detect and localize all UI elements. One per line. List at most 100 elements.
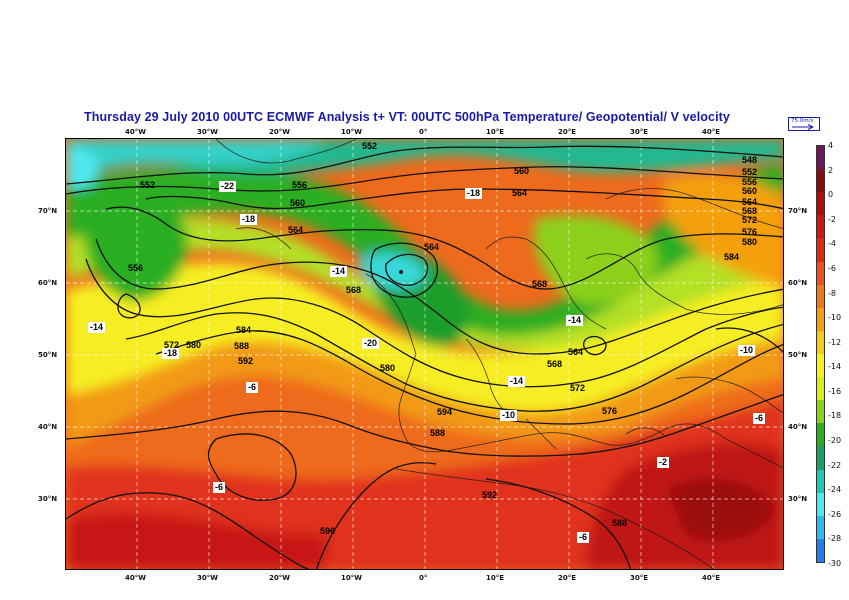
temperature-label: -14 [566,315,584,326]
wind-arrow-icon [792,124,814,130]
geopotential-label: 564 [288,225,304,235]
map-title: Thursday 29 July 2010 00UTC ECMWF Analys… [84,110,730,124]
geopotential-label: 548 [742,155,758,165]
colorbar-segment [817,469,824,493]
geopotential-label: 588 [612,518,628,528]
geopotential-label: 568 [532,279,548,289]
colorbar-tick-label: -26 [828,509,842,519]
lon-label-top-7: 20°E [558,128,577,136]
geopotential-label: 572 [164,340,180,350]
temperature-label: -14 [330,266,348,277]
geopotential-label: 596 [320,526,336,536]
geopotential-label: 576 [742,227,758,237]
colorbar-tick-label: 0 [828,190,834,200]
geopotential-label: 580 [186,340,202,350]
colorbar-tick-label: 2 [828,165,834,175]
geopotential-label: 584 [236,325,252,335]
colorbar-tick-label: -28 [828,534,842,544]
colorbar-segment [817,377,824,401]
colorbar-segment [817,169,824,193]
colorbar-tick-label: -8 [828,288,836,298]
lon-label-top-3: 20°W [269,128,290,136]
colorbar-tick-label: -24 [828,485,842,495]
temperature-label: -6 [753,413,766,424]
geopotential-label: 560 [290,198,306,208]
geopotential-label: 564 [424,242,440,252]
geopotential-label: 552 [742,167,758,177]
temperature-label: -6 [213,482,226,493]
geopotential-label: 564 [568,347,584,357]
colorbar-tick-label: 4 [828,141,834,150]
geopotential-label: 556 [742,177,758,187]
colorbar-tick-label: -12 [828,337,842,347]
temperature-label: -18 [240,214,258,225]
temperature-label: -10 [500,410,518,421]
temperature-label: -18 [465,188,483,199]
geopotential-label: 580 [380,363,396,373]
lat-label-left-5: 30°N [38,495,58,503]
geopotential-label: 592 [482,490,498,500]
colorbar-tick-label: -30 [828,559,842,568]
lon-label-top-2: 30°W [197,128,218,136]
geopotential-label: 568 [547,359,563,369]
geopotential-label: 568 [346,285,362,295]
geopotential-label: 560 [514,166,530,176]
temperature-label: -2 [657,457,670,468]
geopotential-label: 560 [742,186,758,196]
lat-label-right-1: 70°N [788,207,808,215]
lat-label-left-3: 50°N [38,351,58,359]
geopotential-label: 576 [602,406,618,416]
colorbar-segment [817,423,824,447]
geopotential-label: 556 [128,263,144,273]
colorbar-segment [817,492,824,516]
colorbar-segment [817,515,824,539]
lon-label-bottom-2: 30°W [197,574,218,582]
temperature-label: -6 [246,382,259,393]
lat-label-left-4: 40°N [38,423,58,431]
temperature-label: -22 [219,181,237,192]
temperature-label: -20 [362,338,380,349]
colorbar-segment [817,146,824,170]
lat-label-left-1: 70°N [38,207,58,215]
lon-label-bottom-4: 10°W [341,574,362,582]
geopotential-label: 584 [724,252,740,262]
colorbar-segment [817,538,824,562]
lon-label-top-9: 40°E [702,128,721,136]
temperature-label: -6 [577,532,590,543]
geopotential-label: 588 [430,428,446,438]
lat-label-right-5: 30°N [788,495,808,503]
temperature-field [66,139,783,569]
geopotential-label: 572 [570,383,586,393]
temperature-label: -14 [508,376,526,387]
geopotential-label: 572 [742,215,758,225]
geopotential-label: 564 [742,197,758,207]
colorbar-tick-label: -10 [828,313,842,323]
lon-label-bottom-7: 20°E [558,574,577,582]
colorbar-tick-label: -14 [828,362,842,372]
colorbar-segment [817,238,824,262]
lon-label-top-1: 40°W [125,128,146,136]
lon-label-bottom-1: 40°W [125,574,146,582]
geopotential-label: 580 [742,237,758,247]
lat-label-right-4: 40°N [788,423,808,431]
geopotential-label: 588 [234,341,250,351]
geopotential-label: 568 [742,206,758,216]
lon-label-bottom-6: 10°E [486,574,505,582]
colorbar-segment [817,446,824,470]
geopotential-label: 592 [238,356,254,366]
colorbar-segment [817,215,824,239]
lon-label-top-8: 30°E [630,128,649,136]
colorbar-segment [817,284,824,308]
colorbar-tick-label: -16 [828,386,842,396]
lon-label-bottom-5: 0° [419,574,428,582]
geopotential-label: 552 [140,180,156,190]
weather-map [65,138,784,570]
lon-label-top-4: 10°W [341,128,362,136]
colorbar-tick-label: -2 [828,214,836,224]
lon-label-top-6: 10°E [486,128,505,136]
geopotential-label: 594 [437,407,453,417]
colorbar-segment [817,353,824,378]
lat-label-left-2: 60°N [38,279,58,287]
temperature-label: -10 [738,345,756,356]
lat-label-right-3: 50°N [788,351,808,359]
